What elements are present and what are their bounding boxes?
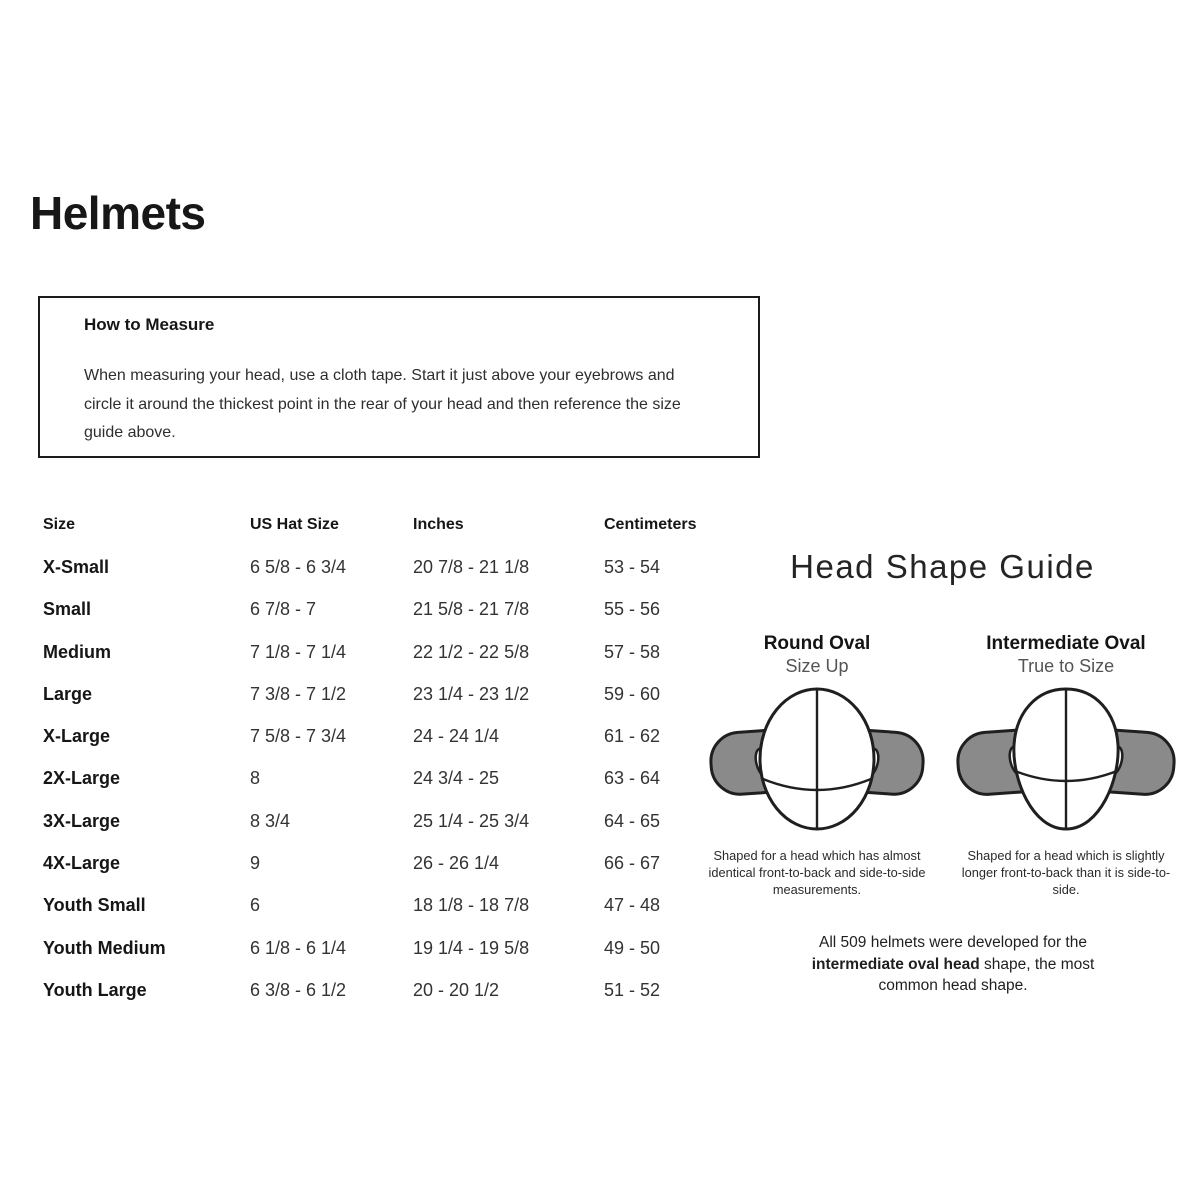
head-shape-guide-title: Head Shape Guide (790, 548, 1095, 585)
inches-value: 21 5/8 - 21 7/8 (413, 599, 530, 620)
inches-value: 24 3/4 - 25 (413, 768, 500, 789)
size-label: X-Large (43, 726, 111, 747)
centimeters-value: 47 - 48 (604, 895, 661, 916)
centimeters-value: 64 - 65 (604, 810, 661, 831)
inches-value: 24 - 24 1/4 (413, 726, 500, 747)
inches-value: 23 1/4 - 23 1/2 (413, 683, 530, 704)
hat-size-value: 7 3/8 - 7 1/2 (250, 683, 347, 704)
size-label: X-Small (43, 556, 110, 577)
inches-value: 19 1/4 - 19 5/8 (413, 937, 530, 958)
size-label: Youth Medium (43, 937, 166, 958)
intermediate-oval-section: Intermediate Oval True to Size Shaped fo… (946, 633, 1186, 898)
hat-size-value: 6 1/8 - 6 1/4 (250, 937, 347, 958)
helmet-development-note: All 509 helmets were developed for the i… (797, 932, 1109, 997)
hat-size-value: 6 (250, 895, 261, 916)
centimeters-value: 51 - 52 (604, 979, 661, 1000)
column-header-centimeters: Centimeters (604, 516, 697, 534)
page-title: Helmets (30, 187, 206, 239)
how-to-measure-text: When measuring your head, use a cloth ta… (84, 367, 681, 441)
centimeters-value: 55 - 56 (604, 599, 661, 620)
centimeters-value: 53 - 54 (604, 556, 661, 577)
size-label: 4X-Large (43, 853, 121, 874)
intermediate-oval-name: Intermediate Oval (986, 633, 1146, 654)
intermediate-oval-fit: True to Size (1017, 656, 1115, 676)
how-to-measure-heading: How to Measure (84, 315, 215, 334)
column-header-us-hat-size: US Hat Size (250, 516, 339, 534)
size-label: Medium (43, 641, 112, 662)
intermediate-oval-head-diagram (956, 687, 1176, 831)
centimeters-value: 61 - 62 (604, 726, 661, 747)
inches-value: 25 1/4 - 25 3/4 (413, 810, 530, 831)
hat-size-value: 8 (250, 768, 261, 789)
note-text-after: shape, the most common head shape. (878, 955, 1095, 995)
round-oval-head-diagram (709, 687, 925, 831)
centimeters-value: 59 - 60 (604, 683, 661, 704)
centimeters-value: 66 - 67 (604, 853, 661, 874)
inches-value: 20 7/8 - 21 1/8 (413, 556, 530, 577)
size-label: 3X-Large (43, 810, 121, 831)
hat-size-value: 8 3/4 (250, 810, 291, 831)
hat-size-value: 9 (250, 853, 261, 874)
inches-value: 22 1/2 - 22 5/8 (413, 641, 530, 662)
round-oval-name: Round Oval (763, 633, 871, 654)
note-text-before: All 509 helmets were developed for the (819, 934, 1087, 951)
hat-size-value: 6 5/8 - 6 3/4 (250, 556, 347, 577)
size-label: Large (43, 683, 93, 704)
round-oval-section: Round Oval Size Up Shaped for a head whi… (697, 633, 937, 898)
centimeters-value: 63 - 64 (604, 768, 661, 789)
hat-size-value: 6 3/8 - 6 1/2 (250, 979, 347, 1000)
intermediate-oval-description: Shaped for a head which is slightly long… (961, 848, 1171, 897)
size-label: 2X-Large (43, 768, 121, 789)
round-oval-description: Shaped for a head which has almost ident… (708, 848, 926, 897)
how-to-measure-box: How to Measure When measuring your head,… (38, 296, 760, 458)
size-label: Youth Large (43, 979, 147, 1000)
hat-size-value: 6 7/8 - 7 (250, 599, 317, 620)
hat-size-value: 7 1/8 - 7 1/4 (250, 641, 347, 662)
centimeters-value: 49 - 50 (604, 937, 661, 958)
size-label: Youth Small (43, 895, 146, 916)
column-header-inches: Inches (413, 516, 464, 534)
round-oval-fit: Size Up (785, 656, 849, 676)
size-table: Size US Hat Size Inches Centimeters X-Sm… (43, 504, 739, 1012)
inches-value: 20 - 20 1/2 (413, 979, 500, 1000)
column-header-size: Size (43, 516, 76, 534)
inches-value: 26 - 26 1/4 (413, 853, 500, 874)
inches-value: 18 1/8 - 18 7/8 (413, 895, 530, 916)
size-label: Small (43, 599, 92, 620)
note-text-bold: intermediate oval head (811, 955, 980, 973)
centimeters-value: 57 - 58 (604, 641, 661, 662)
hat-size-value: 7 5/8 - 7 3/4 (250, 726, 347, 747)
